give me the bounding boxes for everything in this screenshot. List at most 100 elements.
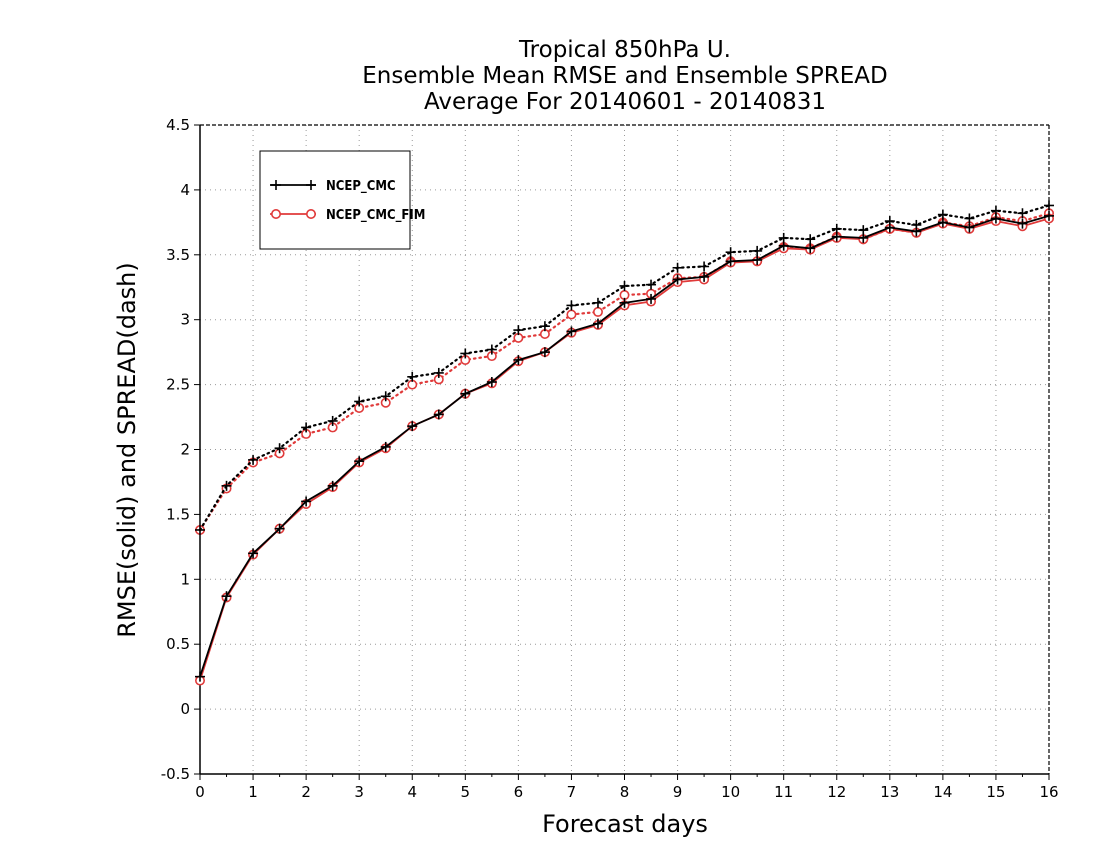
spread-point [805, 234, 816, 245]
rmse-point [858, 232, 869, 243]
rmse-point [884, 222, 895, 233]
y-tick-label: 0 [180, 700, 190, 718]
x-tick-label: 6 [514, 783, 524, 801]
x-tick-label: 0 [195, 783, 205, 801]
x-tick-label: 11 [774, 783, 793, 801]
rmse-point [221, 591, 232, 602]
rmse-point [566, 326, 577, 337]
rmse-point [539, 347, 550, 358]
rmse-point [1044, 210, 1054, 221]
x-tick-label: 12 [827, 783, 846, 801]
spread-point [1044, 200, 1054, 211]
rmse-point [433, 409, 444, 420]
series-ncep-cmc-spread [195, 200, 1054, 535]
series-ncep-cmc-rmse [195, 210, 1054, 682]
spread-point [725, 247, 736, 258]
x-tick-label: 2 [301, 783, 311, 801]
legend-marker [271, 180, 281, 190]
grid [200, 125, 1049, 774]
x-tick-label: 5 [461, 783, 471, 801]
spread-point [566, 300, 577, 311]
rmse-point [619, 297, 630, 308]
legend-label: NCEP_CMC_FIM [326, 208, 425, 223]
spread-point [672, 262, 683, 273]
rmse-point [1017, 218, 1028, 229]
rmse-point [990, 213, 1001, 224]
y-tick-label: 3.5 [166, 246, 190, 264]
spread-point [1017, 208, 1028, 219]
x-axis-label: Forecast days [542, 810, 708, 838]
chart-title-line-1: Tropical 850hPa U. [518, 37, 731, 63]
rmse-point [301, 496, 312, 507]
chart-title-line-2: Ensemble Mean RMSE and Ensemble SPREAD [362, 63, 887, 89]
spread-point [592, 306, 603, 317]
spread-point [619, 280, 630, 291]
spread-point [433, 367, 444, 378]
legend-box [259, 150, 411, 250]
y-tick-label: 1.5 [166, 505, 190, 523]
x-tick-label: 16 [1039, 783, 1058, 801]
spread-point [195, 524, 205, 535]
y-axis-label: RMSE(solid) and SPREAD(dash) [113, 262, 141, 638]
spread-point [460, 348, 471, 359]
rmse-point [486, 377, 497, 388]
rmse-point [327, 480, 338, 491]
rmse-point [805, 243, 816, 254]
x-tick-label: 4 [407, 783, 417, 801]
rmse-point [831, 231, 842, 242]
rmse-point [407, 421, 418, 432]
y-tick-label: 3 [180, 311, 190, 329]
spread-point [274, 443, 285, 454]
rmse-point [274, 523, 285, 534]
y-axis-ticks: -0.5 0 0.5 1 1.5 2 2.5 3 3.5 4 4.5 [161, 116, 200, 783]
rmse-point [911, 226, 922, 237]
spread-point [221, 480, 232, 491]
rmse-point [937, 217, 948, 228]
spread-point [407, 371, 418, 382]
x-tick-label: 1 [248, 783, 258, 801]
rmse-point [672, 274, 683, 285]
rmse-point [592, 318, 603, 329]
x-tick-label: 14 [933, 783, 952, 801]
series-layer [195, 200, 1055, 686]
chart-title-line-3: Average For 20140601 - 20140831 [424, 89, 826, 115]
rmse-point [354, 456, 365, 467]
y-tick-label: 2.5 [166, 376, 190, 394]
x-tick-label: 15 [986, 783, 1005, 801]
spread-point [354, 396, 365, 407]
x-tick-label: 10 [721, 783, 740, 801]
spread-point [486, 344, 497, 355]
rmse-point [778, 240, 789, 251]
rmse-point [460, 388, 471, 399]
spread-point [964, 213, 975, 224]
rmse-point [964, 222, 975, 233]
y-tick-label: 4.5 [166, 116, 190, 134]
spread-point [513, 325, 524, 336]
legend-marker [306, 180, 316, 190]
rmse-point [725, 256, 736, 267]
legend-marker [305, 209, 316, 220]
x-tick-label: 13 [880, 783, 899, 801]
spread-point [699, 261, 710, 272]
spread-point [301, 422, 312, 433]
rmse-point [380, 441, 391, 452]
x-tick-label: 9 [673, 783, 683, 801]
legend-item: NCEP_CMC_FIM [270, 208, 425, 223]
rmse-point [248, 548, 259, 559]
spread-point [592, 297, 603, 308]
y-tick-label: -0.5 [161, 765, 190, 783]
spread-point [380, 391, 391, 402]
chart-title: Tropical 850hPa U. Ensemble Mean RMSE an… [362, 37, 887, 115]
x-tick-label: 8 [620, 783, 630, 801]
legend-item: NCEP_CMC [270, 179, 396, 194]
x-tick-label: 3 [354, 783, 364, 801]
rmse-point [195, 671, 205, 682]
spread-point [327, 415, 338, 426]
rmse-point [699, 271, 710, 282]
y-tick-label: 2 [180, 441, 190, 459]
spread-point [248, 454, 259, 465]
rmse-point [752, 254, 763, 265]
spread-point [646, 279, 657, 290]
y-tick-label: 4 [180, 181, 190, 199]
